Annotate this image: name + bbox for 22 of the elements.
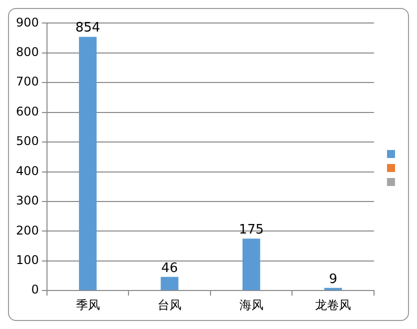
data-label: 9 xyxy=(328,272,338,287)
bar xyxy=(324,288,342,290)
y-tick-label: 900 xyxy=(16,15,39,30)
y-tick-label: 400 xyxy=(16,164,39,178)
y-tick-label: 100 xyxy=(16,253,39,268)
data-label: 46 xyxy=(161,260,178,276)
bar xyxy=(78,36,97,290)
y-tick-label: 700 xyxy=(16,74,39,89)
data-label: 175 xyxy=(238,222,264,238)
x-tick-label: 海风 xyxy=(239,298,264,312)
y-tick-label: 600 xyxy=(16,104,39,118)
x-tick-label: 季风 xyxy=(76,298,100,312)
y-tick-label: 200 xyxy=(16,223,39,238)
y-tick-label: 300 xyxy=(16,194,39,208)
y-tick-label: 500 xyxy=(16,134,39,148)
x-tick-label: 龙卷风 xyxy=(315,298,352,312)
y-tick-label: 800 xyxy=(16,45,39,60)
y-tick-label: 0 xyxy=(31,282,39,297)
data-label: 854 xyxy=(75,20,100,36)
bar xyxy=(242,238,260,290)
bar xyxy=(160,276,178,290)
x-tick-label: 台风 xyxy=(158,298,182,312)
